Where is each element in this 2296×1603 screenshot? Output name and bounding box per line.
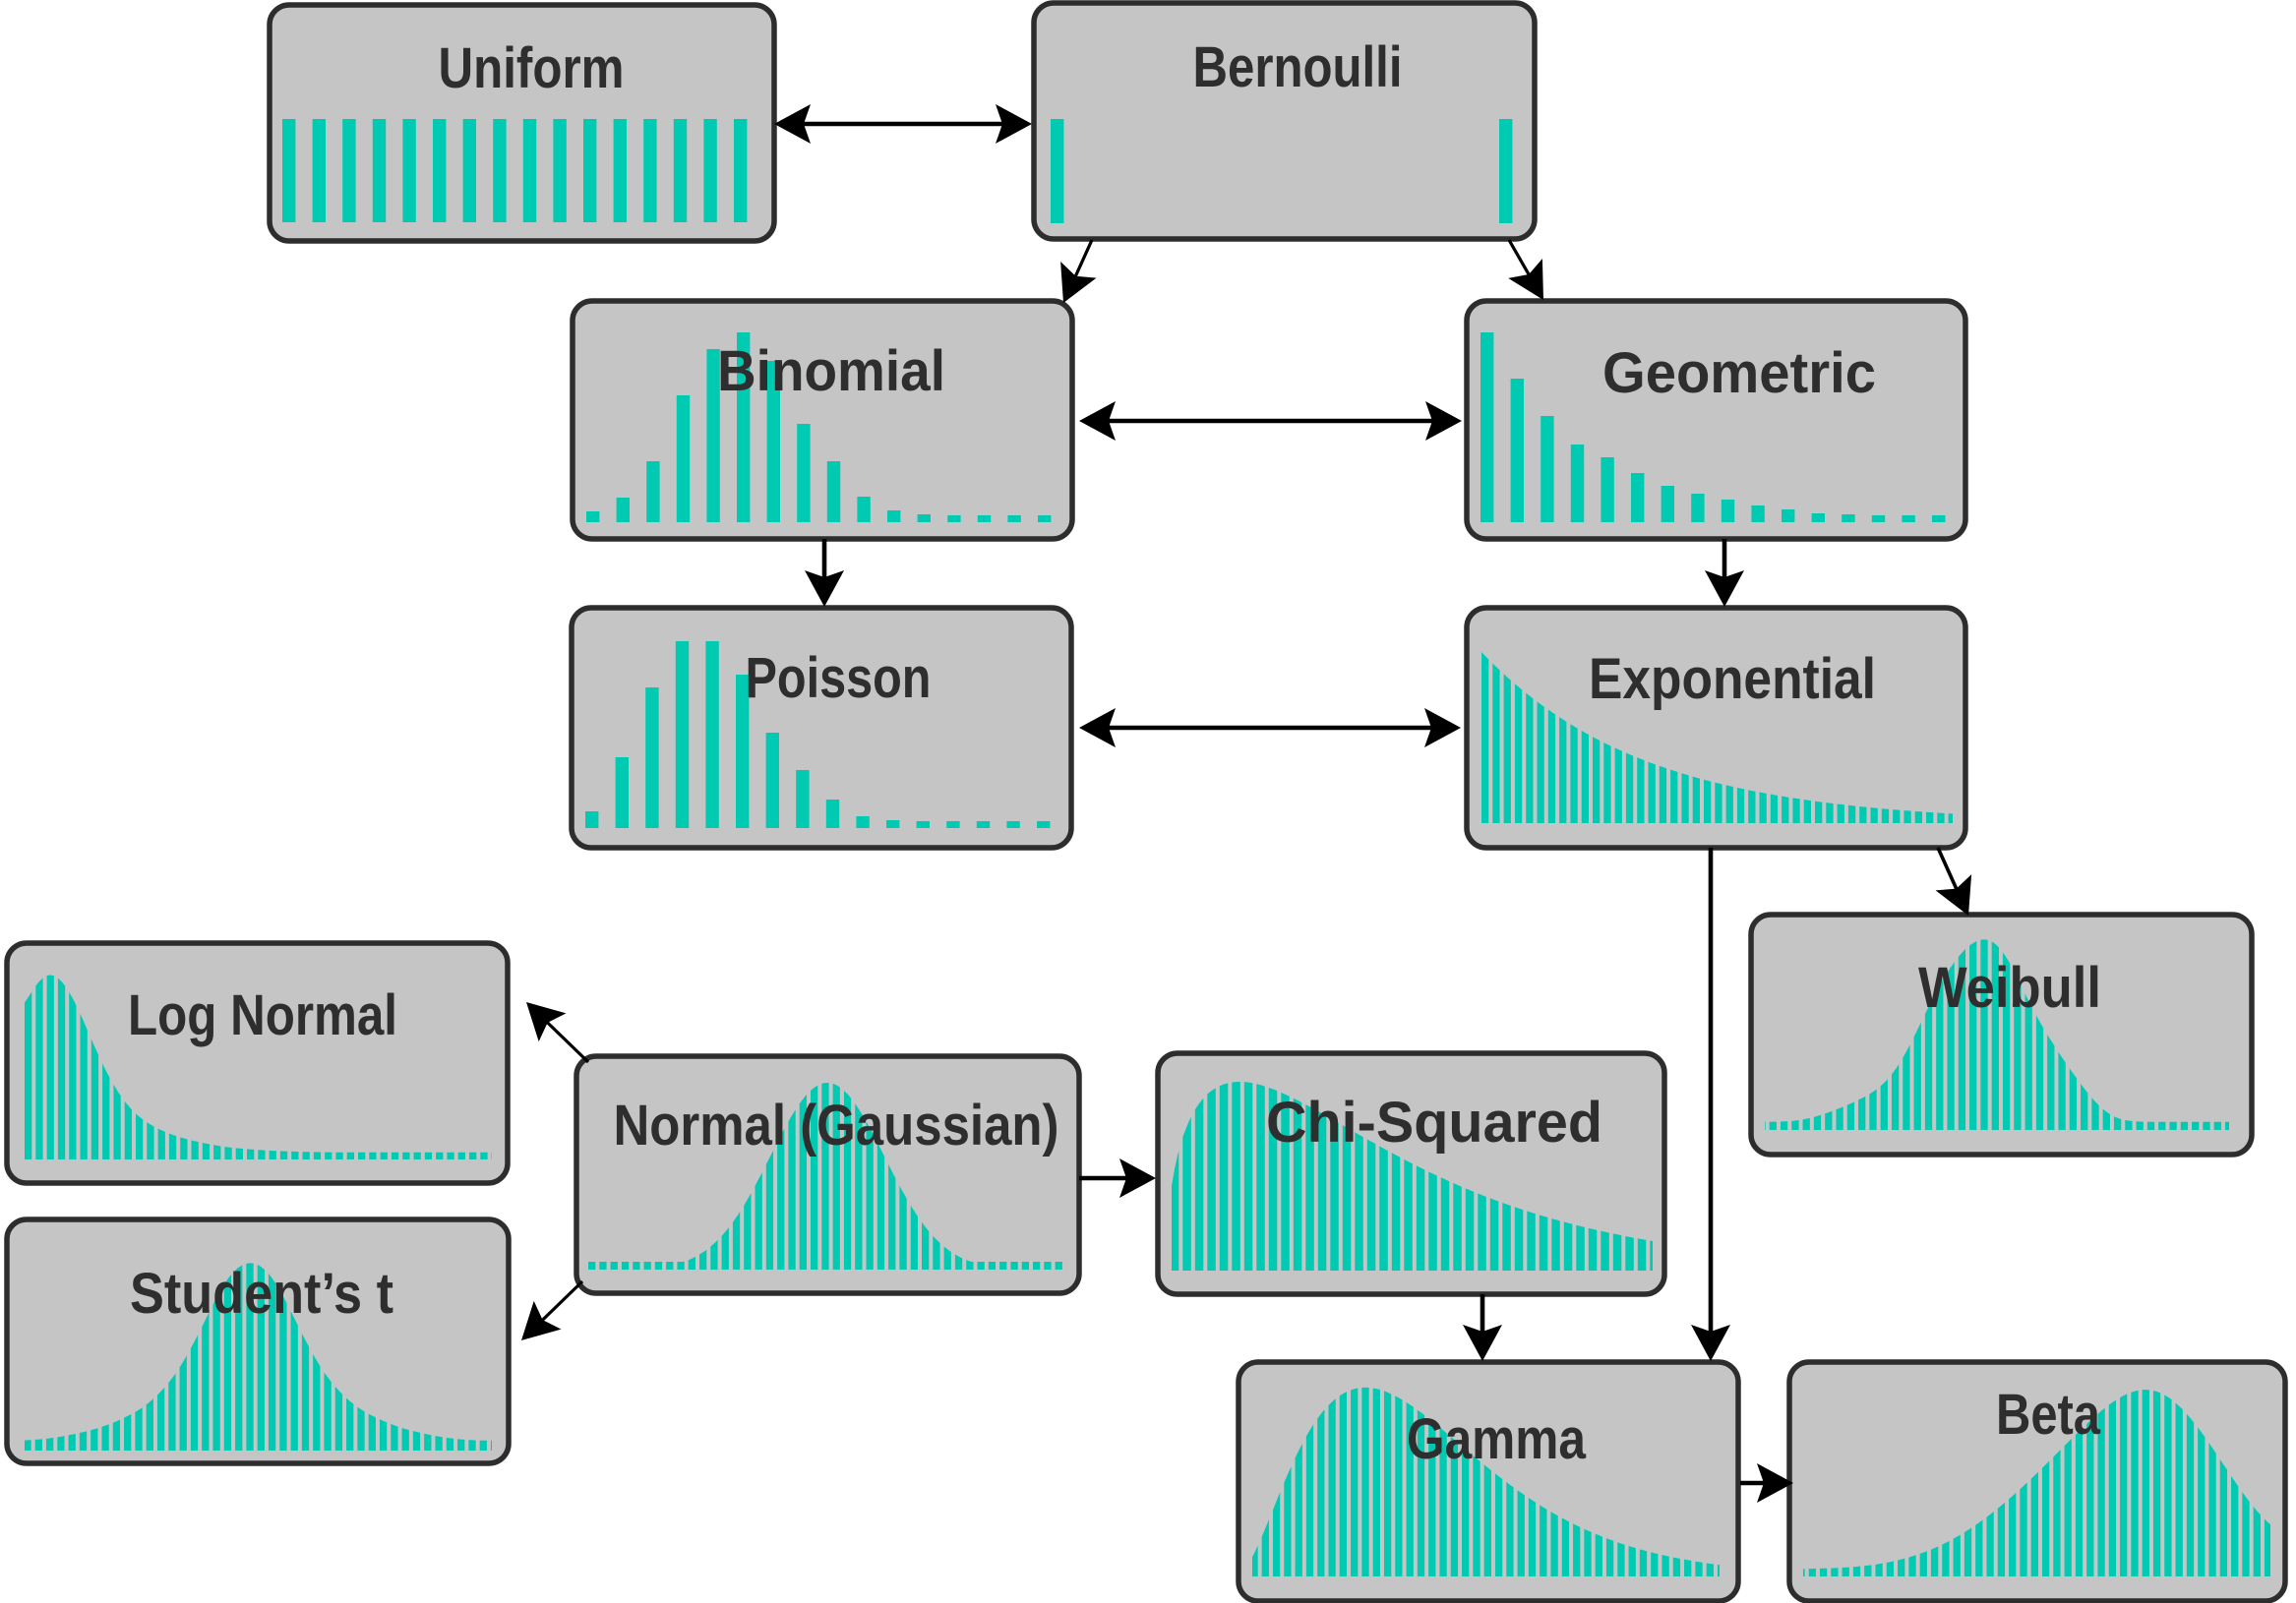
svg-text:Binomial: Binomial bbox=[717, 339, 945, 403]
svg-text:Geometric: Geometric bbox=[1602, 341, 1876, 405]
svg-text:Poisson: Poisson bbox=[746, 646, 932, 710]
svg-text:Weibull: Weibull bbox=[1918, 956, 2101, 1020]
svg-text:Chi-Squared: Chi-Squared bbox=[1266, 1091, 1602, 1155]
svg-text:Bernoulli: Bernoulli bbox=[1193, 35, 1403, 99]
svg-text:Uniform: Uniform bbox=[439, 36, 625, 100]
svg-text:Beta: Beta bbox=[1996, 1383, 2101, 1447]
svg-text:Exponential: Exponential bbox=[1589, 647, 1876, 711]
svg-text:Log Normal: Log Normal bbox=[128, 983, 397, 1047]
svg-text:Student’s t: Student’s t bbox=[130, 1262, 393, 1326]
svg-text:Gamma: Gamma bbox=[1407, 1407, 1587, 1471]
svg-text:Normal (Gaussian): Normal (Gaussian) bbox=[614, 1094, 1059, 1158]
